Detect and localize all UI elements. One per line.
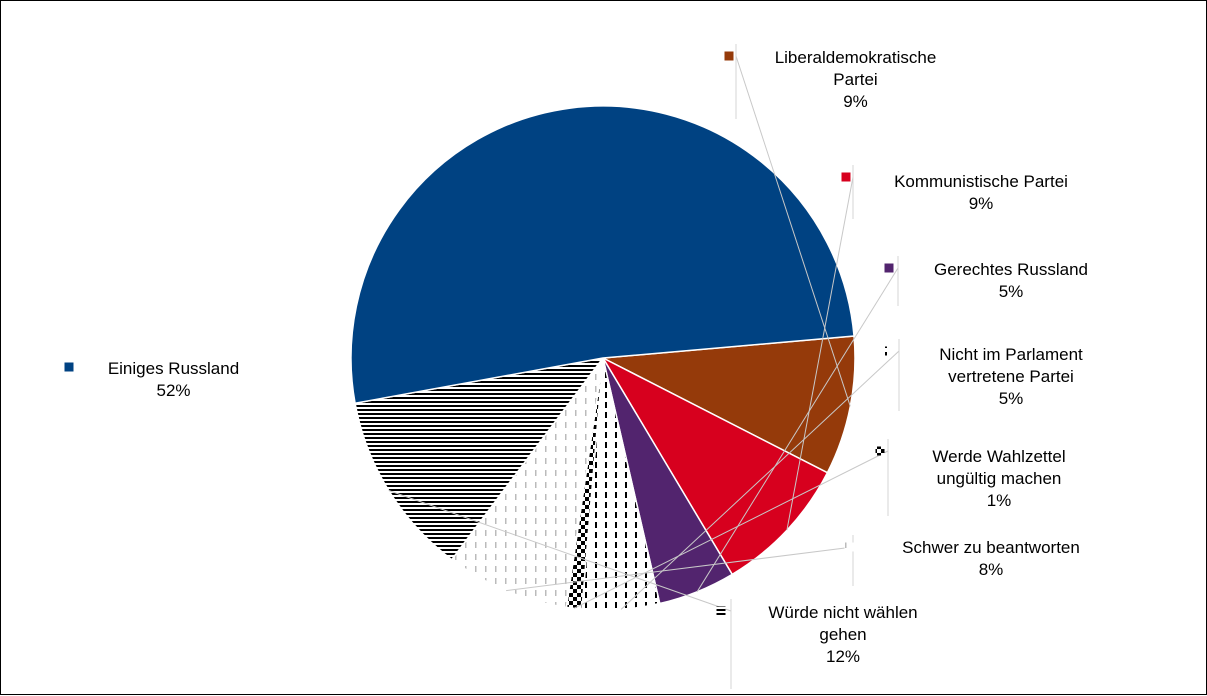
slice-percent: 9% [843,92,868,111]
slice-label-wuerde-nicht-waehlen: Würde nicht wählen gehen 12% [708,602,978,668]
slice-name-line1: Liberaldemokratische [774,48,937,67]
slice-percent: 52% [156,381,191,400]
legend-key-liberaldemokratische-partei [724,51,734,61]
slice-name-line2: ungültig machen [936,469,1062,488]
slice-label-nicht-im-parlament: Nicht im Parlament vertretene Partei 5% [886,344,1136,410]
leader-line-schwer-zu-beantworten [506,546,854,592]
legend-key-gerechtes-russland [884,263,894,273]
leader-line-werde-wahlzettel-ungultig-machen [573,450,889,609]
slice-name: Einiges Russland [107,359,240,378]
slice-name-line2: Partei [833,70,878,89]
slice-label-kommunistische-partei: Kommunistische Partei 9% [851,171,1111,215]
legend-key-kommunistische-partei [841,172,851,182]
leader-line-kommunistische-partei [786,176,854,531]
leader-line-liberaldemokratische-partei [735,55,851,407]
slice-percent: 5% [998,389,1024,408]
slice-name-line1: Nicht im Parlament [939,345,1083,364]
slice-label-liberaldemokratische-partei: Liberaldemokratische Partei 9% [713,47,998,113]
slice-percent: 9% [968,194,994,213]
legend-key-nicht-im-parlament-vertretene-partei [884,346,894,356]
legend-key-einiges-russland [64,362,74,372]
slice-percent: 1% [986,491,1012,510]
slice-percent: 8% [978,560,1004,579]
slice-name-line1: Werde Wahlzettel [932,447,1066,466]
leader-line-wurde-nicht-wahlen-gehen [388,490,732,612]
leader-line-nicht-im-parlament-vertretene-partei [620,350,900,610]
slice-label-einiges-russland: Einiges Russland 52% [61,358,286,402]
slice-name-line2: gehen [819,625,867,644]
leader-line-gerechtes-russland [696,267,899,593]
slice-label-wahlzettel-ungueltig: Werde Wahlzettel ungültig machen 1% [874,446,1124,512]
slice-name: Gerechtes Russland [933,260,1089,279]
slice-name-line1: Würde nicht wählen [768,603,918,622]
legend-key-wurde-nicht-wahlen-gehen [716,606,726,616]
slice-name: Kommunistische Partei [894,172,1068,191]
slice-percent: 5% [998,282,1024,301]
legend-key-werde-wahlzettel-ungultig-machen [875,446,885,456]
pie-slice-schwer-zu-beantworten [450,357,604,609]
slice-label-gerechtes-russland: Gerechtes Russland 5% [886,259,1136,303]
slice-name-line2: vertretene Partei [948,367,1074,386]
pie-slice-einiges-russland [350,105,855,405]
slice-name: Schwer zu beantworten [902,538,1080,557]
slice-label-schwer-zu-beantworten: Schwer zu beantworten 8% [846,537,1136,581]
legend-key-schwer-zu-beantworten [844,542,854,552]
slice-percent: 12% [825,647,861,666]
